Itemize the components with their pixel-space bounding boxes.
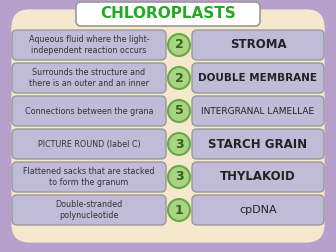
- Text: Aqueous fluid where the light-
independent reaction occurs: Aqueous fluid where the light- independe…: [29, 35, 149, 55]
- Text: 2: 2: [175, 72, 183, 84]
- Text: 2: 2: [175, 39, 183, 51]
- FancyBboxPatch shape: [192, 162, 324, 192]
- Text: STARCH GRAIN: STARCH GRAIN: [208, 138, 307, 150]
- Text: Flattened sacks that are stacked
to form the granum: Flattened sacks that are stacked to form…: [23, 167, 155, 187]
- FancyBboxPatch shape: [192, 96, 324, 126]
- FancyBboxPatch shape: [76, 2, 260, 26]
- Text: THYLAKOID: THYLAKOID: [220, 171, 296, 183]
- Text: 3: 3: [175, 171, 183, 183]
- FancyBboxPatch shape: [12, 162, 166, 192]
- FancyBboxPatch shape: [12, 129, 166, 159]
- Circle shape: [168, 100, 190, 122]
- FancyBboxPatch shape: [12, 195, 166, 225]
- FancyBboxPatch shape: [192, 63, 324, 93]
- Circle shape: [168, 34, 190, 56]
- Text: PICTURE ROUND (label C): PICTURE ROUND (label C): [38, 140, 140, 148]
- Circle shape: [168, 67, 190, 89]
- FancyBboxPatch shape: [192, 195, 324, 225]
- Text: DOUBLE MEMBRANE: DOUBLE MEMBRANE: [199, 73, 318, 83]
- Text: STROMA: STROMA: [230, 39, 286, 51]
- Text: Surrounds the structure and
there is an outer and an inner: Surrounds the structure and there is an …: [29, 68, 149, 88]
- Text: 1: 1: [175, 204, 183, 216]
- Text: Connections between the grana: Connections between the grana: [25, 107, 153, 115]
- FancyBboxPatch shape: [192, 30, 324, 60]
- FancyBboxPatch shape: [12, 30, 166, 60]
- FancyBboxPatch shape: [192, 129, 324, 159]
- Text: 3: 3: [175, 138, 183, 150]
- Text: 5: 5: [175, 105, 183, 117]
- Text: Double-stranded
polynucleotide: Double-stranded polynucleotide: [55, 200, 123, 220]
- Circle shape: [168, 133, 190, 155]
- FancyBboxPatch shape: [10, 8, 326, 244]
- FancyBboxPatch shape: [12, 96, 166, 126]
- Text: INTERGRANAL LAMELLAE: INTERGRANAL LAMELLAE: [202, 107, 314, 115]
- Text: cpDNA: cpDNA: [239, 205, 277, 215]
- Text: CHLOROPLASTS: CHLOROPLASTS: [100, 7, 236, 21]
- FancyBboxPatch shape: [12, 63, 166, 93]
- Circle shape: [168, 166, 190, 188]
- Circle shape: [168, 199, 190, 221]
